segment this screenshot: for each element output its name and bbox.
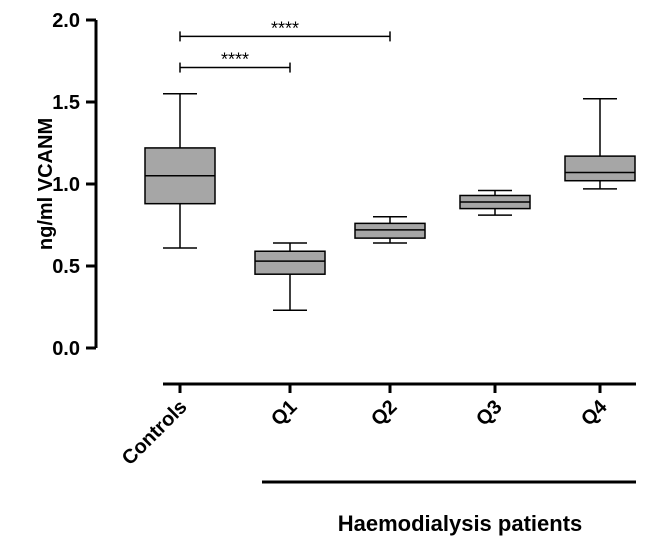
boxes — [144, 93, 636, 312]
box-controls — [144, 93, 216, 249]
box-q3 — [459, 189, 531, 216]
x-tick-label: Q4 — [577, 395, 612, 430]
x-tick-label: Controls — [118, 396, 192, 470]
box-q4 — [564, 97, 636, 190]
box-iqr — [254, 250, 326, 275]
group-label: Haemodialysis patients — [338, 511, 583, 536]
significance-bracket: **** — [179, 18, 391, 42]
x-tick-label: Q3 — [472, 396, 506, 430]
significance-label: **** — [271, 18, 299, 38]
y-tick-label: 0.5 — [52, 256, 80, 278]
box-q1 — [254, 242, 326, 312]
x-tick-label: Q2 — [367, 396, 401, 430]
y-axis: 0.0 0.5 1.0 1.5 2.0 — [52, 10, 98, 360]
box-iqr — [564, 155, 636, 182]
y-tick-label: 1.5 — [52, 92, 80, 114]
significance-bracket: **** — [179, 50, 291, 73]
y-tick-label: 1.0 — [52, 174, 80, 196]
box-q2 — [354, 216, 426, 244]
box-iqr — [354, 222, 426, 239]
y-axis-label: ng/ml VCANM — [35, 118, 57, 250]
significance-brackets: **** **** — [179, 18, 391, 73]
y-tick-label: 0.0 — [52, 338, 80, 360]
x-axis: Controls Q1 Q2 Q3 Q4 — [118, 382, 636, 470]
y-tick-label: 2.0 — [52, 10, 80, 32]
significance-label: **** — [221, 50, 249, 70]
x-tick-label: Q1 — [267, 396, 301, 430]
